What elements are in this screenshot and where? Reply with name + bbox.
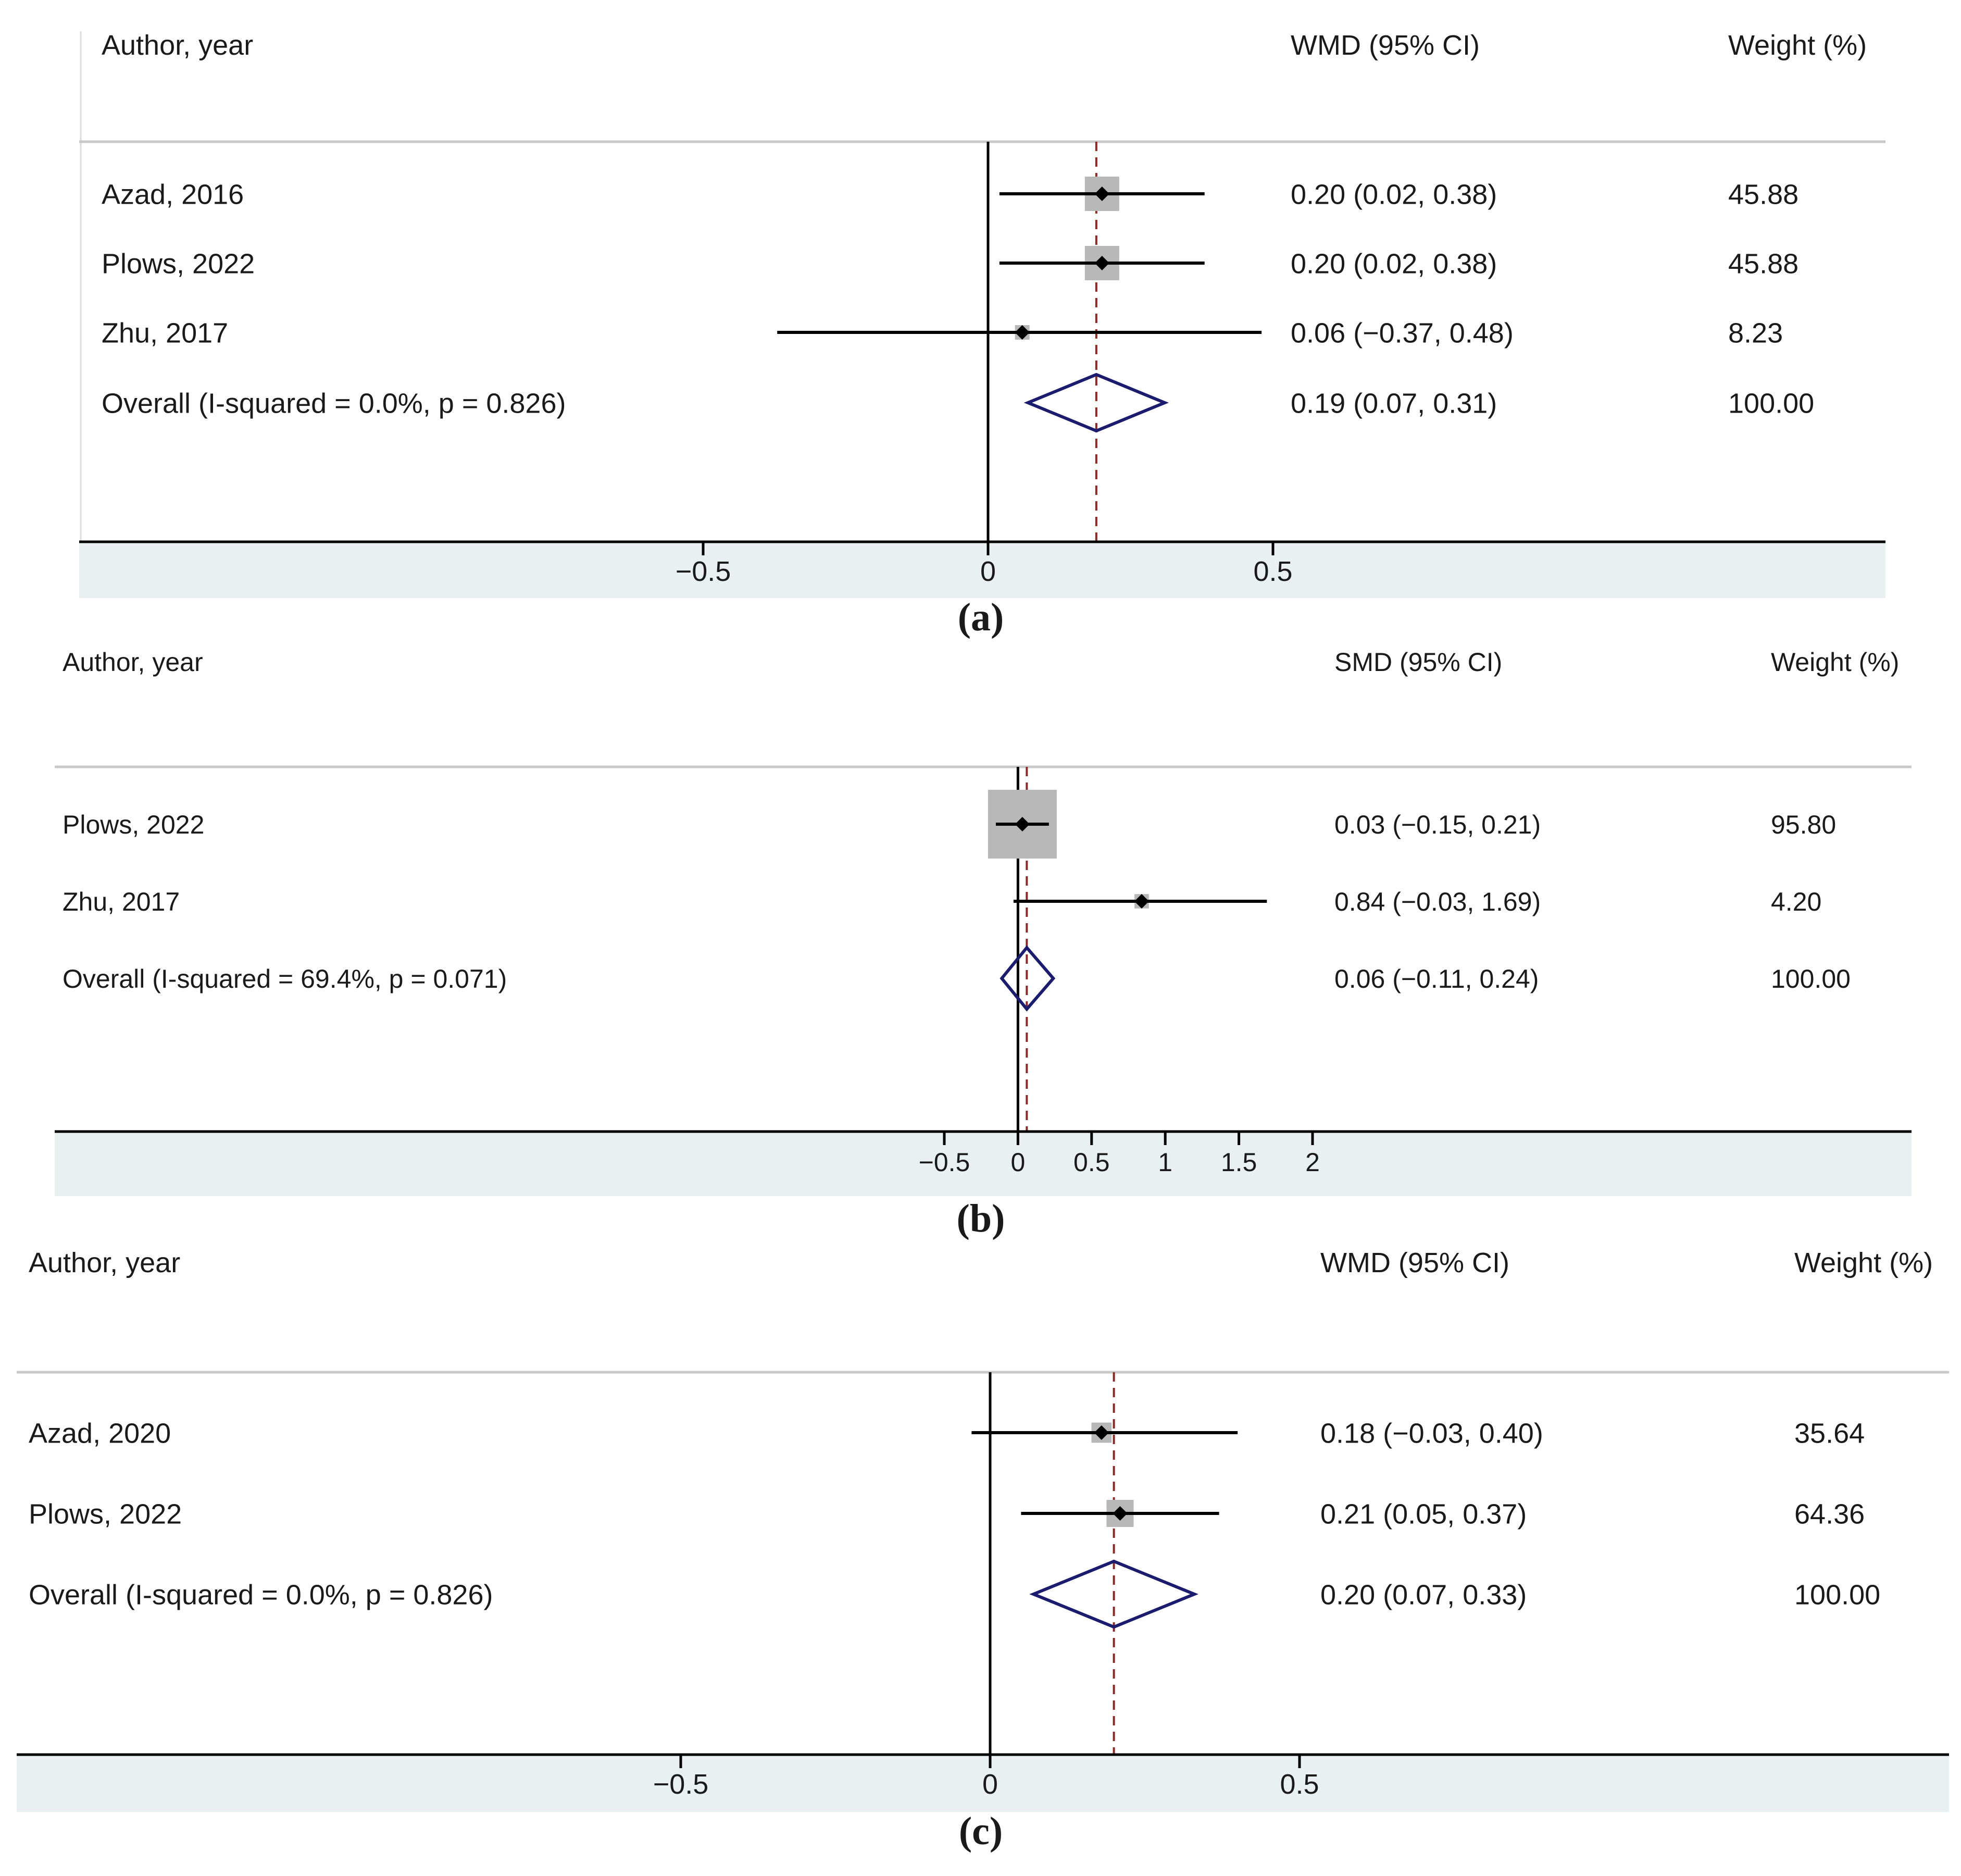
study-label: Plows, 2022: [102, 248, 255, 279]
x-tick-label: 0.5: [1280, 1769, 1319, 1800]
study-weight: 45.88: [1728, 248, 1798, 279]
overall-weight: 100.00: [1728, 388, 1814, 419]
point-estimate-marker: [1134, 894, 1149, 909]
study-label: Azad, 2020: [29, 1418, 171, 1449]
overall-row: Overall (I-squared = 69.4%, p = 0.071) 0.…: [63, 945, 1851, 1012]
overall-weight: 100.00: [1794, 1579, 1880, 1610]
axis-band: [79, 542, 1885, 598]
point-estimate-marker: [1094, 187, 1109, 201]
overall-effect-ci: 0.20 (0.07, 0.33): [1320, 1579, 1527, 1610]
overall-effect-ci: 0.19 (0.07, 0.31): [1291, 388, 1497, 419]
x-tick-label: −0.5: [653, 1769, 709, 1800]
header-study: Author, year: [29, 1247, 180, 1278]
study-row: Azad, 2016 0.20 (0.02, 0.38) 45.88: [102, 177, 1798, 211]
study-label: Plows, 2022: [63, 810, 204, 839]
x-tick-label: 0.5: [1253, 556, 1292, 587]
header-effect: WMD (95% CI): [1291, 30, 1480, 61]
header-weight: Weight (%): [1794, 1247, 1933, 1278]
x-tick-label: 0.5: [1073, 1148, 1110, 1177]
study-effect-ci: 0.21 (0.05, 0.37): [1320, 1498, 1527, 1530]
header-effect: WMD (95% CI): [1320, 1247, 1509, 1278]
overall-diamond: [1029, 1559, 1198, 1629]
point-estimate-marker: [1015, 817, 1030, 831]
study-weight: 45.88: [1728, 179, 1798, 210]
header-study: Author, year: [102, 30, 253, 61]
study-row: Zhu, 2017 0.84 (−0.03, 1.69) 4.20: [63, 887, 1821, 916]
panel-caption: (c): [959, 1809, 1003, 1853]
study-effect-ci: 0.18 (−0.03, 0.40): [1320, 1418, 1543, 1449]
study-weight: 4.20: [1771, 887, 1821, 916]
x-tick-label: 1.5: [1221, 1148, 1257, 1177]
study-effect-ci: 0.84 (−0.03, 1.69): [1334, 887, 1541, 916]
overall-diamond: [1000, 945, 1056, 1012]
study-weight: 35.64: [1794, 1418, 1865, 1449]
study-effect-ci: 0.03 (−0.15, 0.21): [1334, 810, 1541, 839]
x-tick-label: 2: [1305, 1148, 1320, 1177]
overall-row: Overall (I-squared = 0.0%, p = 0.826) 0.1…: [102, 372, 1814, 433]
forest-panel-a: Author, year WMD (95% CI) Weight (%) Azad, …: [79, 30, 1885, 639]
header-effect: SMD (95% CI): [1334, 648, 1502, 677]
forest-panel-b: Author, year SMD (95% CI) Weight (%) Plows,…: [55, 648, 1912, 1240]
overall-weight: 100.00: [1771, 964, 1851, 993]
overall-label: Overall (I-squared = 69.4%, p = 0.071): [63, 964, 507, 993]
study-row: Plows, 2022 0.21 (0.05, 0.37) 64.36: [29, 1498, 1865, 1530]
study-row: Plows, 2022 0.20 (0.02, 0.38) 45.88: [102, 246, 1798, 280]
x-tick-label: −0.5: [919, 1148, 970, 1177]
overall-label: Overall (I-squared = 0.0%, p = 0.826): [102, 388, 566, 419]
overall-row: Overall (I-squared = 0.0%, p = 0.826) 0.2…: [29, 1559, 1880, 1629]
study-label: Azad, 2016: [102, 179, 244, 210]
header-weight: Weight (%): [1771, 648, 1899, 677]
study-effect-ci: 0.20 (0.02, 0.38): [1291, 179, 1497, 210]
axis-band: [17, 1755, 1949, 1812]
study-weight: 95.80: [1771, 810, 1836, 839]
study-weight: 8.23: [1728, 317, 1783, 349]
study-row: Zhu, 2017 0.06 (−0.37, 0.48) 8.23: [102, 317, 1783, 349]
header-study: Author, year: [63, 648, 203, 677]
study-row: Plows, 2022 0.03 (−0.15, 0.21) 95.80: [63, 790, 1836, 859]
overall-label: Overall (I-squared = 0.0%, p = 0.826): [29, 1579, 493, 1610]
study-label: Zhu, 2017: [102, 317, 228, 349]
x-tick-label: 0: [980, 556, 996, 587]
x-tick-label: 1: [1158, 1148, 1172, 1177]
point-estimate-marker: [1113, 1506, 1128, 1521]
point-estimate-marker: [1094, 256, 1109, 270]
point-estimate-marker: [1094, 1425, 1109, 1440]
panel-caption: (b): [957, 1197, 1005, 1240]
study-row: Azad, 2020 0.18 (−0.03, 0.40) 35.64: [29, 1418, 1865, 1449]
study-label: Zhu, 2017: [63, 887, 180, 916]
x-tick-label: 0: [1010, 1148, 1025, 1177]
x-tick-label: 0: [982, 1769, 998, 1800]
x-tick-label: −0.5: [676, 556, 731, 587]
study-weight: 64.36: [1794, 1498, 1865, 1530]
overall-diamond: [1023, 372, 1169, 433]
study-effect-ci: 0.06 (−0.37, 0.48): [1291, 317, 1514, 349]
study-effect-ci: 0.20 (0.02, 0.38): [1291, 248, 1497, 279]
panel-caption: (a): [958, 595, 1004, 639]
point-estimate-marker: [1015, 325, 1030, 340]
overall-effect-ci: 0.06 (−0.11, 0.24): [1334, 964, 1539, 993]
axis-band: [55, 1132, 1912, 1196]
header-weight: Weight (%): [1728, 30, 1867, 61]
forest-panel-c: Author, year WMD (95% CI) Weight (%) Azad, …: [17, 1247, 1949, 1853]
study-label: Plows, 2022: [29, 1498, 182, 1530]
